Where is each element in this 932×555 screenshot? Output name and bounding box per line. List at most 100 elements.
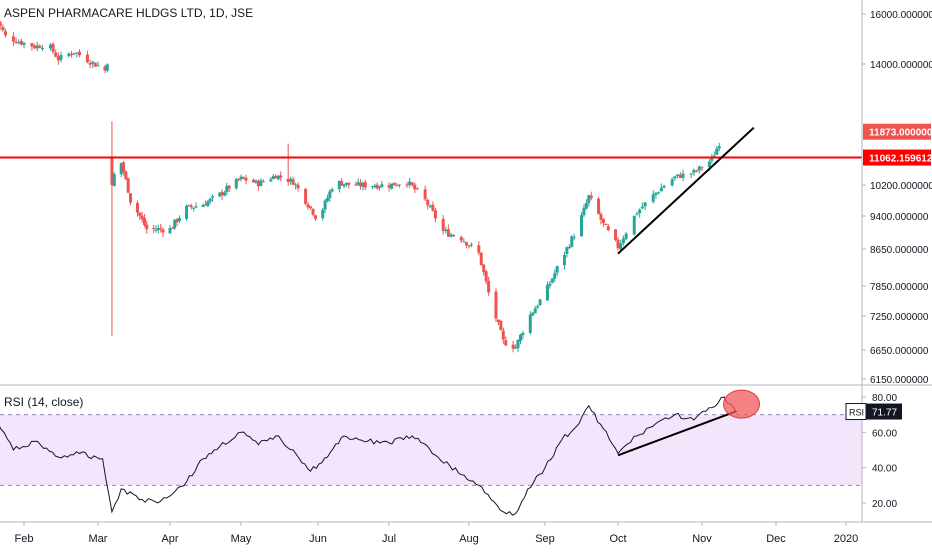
rsi-band — [0, 414, 862, 486]
candle-body — [361, 182, 365, 187]
candle-body — [344, 182, 348, 185]
candle-body — [469, 244, 473, 246]
time-tick-label: Feb — [15, 533, 34, 545]
candle-body — [580, 215, 583, 237]
candle-body — [601, 218, 605, 224]
time-tick-label: Sep — [535, 533, 555, 545]
candle-body — [695, 170, 699, 172]
rsi-value-tag: RSI 71.77 — [845, 403, 902, 421]
candle-body — [274, 176, 278, 179]
rsi-tick-label: 40.00 — [872, 464, 897, 475]
candle-body — [234, 179, 238, 189]
candle-body — [654, 192, 658, 195]
candle-body — [604, 223, 608, 226]
candle-body — [19, 40, 23, 45]
time-tick-label: Mar — [89, 533, 108, 545]
candle-body — [119, 162, 123, 175]
candle-body — [380, 184, 384, 188]
candle-body — [359, 182, 363, 187]
price-tick-label: 7250.000000 — [870, 312, 929, 323]
price-tick-label: 7850.000000 — [870, 282, 929, 293]
price-tick-label: 8650.000000 — [870, 245, 929, 256]
candle-body — [337, 181, 341, 189]
candle-body — [17, 42, 21, 44]
price-trendline[interactable] — [617, 126, 755, 255]
candle-body — [589, 195, 593, 199]
candle-body — [175, 219, 179, 223]
rsi-indicator-title[interactable]: RSI (14, close) — [4, 395, 84, 409]
candle-body — [405, 184, 409, 186]
candle-body — [433, 210, 437, 219]
candle-body — [135, 202, 139, 213]
candle-body — [38, 45, 42, 48]
candle-body — [555, 266, 559, 273]
time-tick-label: Apr — [161, 533, 178, 545]
candle-body — [550, 278, 554, 283]
candle-body — [707, 161, 711, 168]
candle-body — [289, 178, 293, 182]
price-tick-label: 10200.000000 — [870, 181, 932, 192]
candle-body — [459, 236, 463, 241]
candle-body — [673, 176, 677, 179]
candle-body — [464, 242, 468, 246]
candle-body — [124, 171, 128, 179]
candle-body — [562, 254, 566, 266]
candle-body — [413, 184, 417, 190]
candle-body — [11, 36, 15, 42]
candle-body — [105, 64, 109, 71]
candle-body — [218, 192, 222, 197]
candle-body — [340, 181, 344, 186]
candle-body — [621, 238, 625, 244]
rsi-trendline[interactable] — [617, 410, 737, 457]
candle-body — [697, 166, 701, 171]
candle-body — [567, 246, 571, 248]
candle-body — [710, 157, 714, 161]
candle-body — [91, 61, 95, 64]
candle-body — [251, 180, 255, 183]
candle-body — [511, 344, 515, 349]
candle-body — [678, 174, 682, 178]
candle-body — [78, 51, 81, 56]
candle-body — [715, 148, 719, 155]
candle-body — [254, 180, 258, 183]
candle-body — [56, 56, 60, 61]
candle-body — [657, 192, 661, 194]
candle-body — [545, 284, 549, 301]
candle-body — [514, 347, 518, 349]
candle-body — [35, 45, 39, 49]
candle-body — [271, 176, 275, 179]
candle-body — [431, 204, 435, 211]
candle-body — [304, 188, 308, 204]
candle-body — [599, 214, 603, 220]
time-tick-label: 2020 — [834, 533, 858, 545]
candle-body — [356, 182, 360, 185]
candle-body — [479, 252, 483, 266]
candle-body — [145, 224, 149, 230]
candle-body — [624, 233, 628, 240]
candle-body — [584, 202, 588, 209]
price-tick-label: 16000.000000 — [870, 10, 932, 21]
price-tick-label: 6150.000000 — [870, 375, 929, 386]
candle-body — [59, 55, 63, 60]
candle-body — [533, 308, 537, 314]
candle-body — [375, 184, 379, 189]
candle-body — [354, 184, 358, 186]
candle-body — [325, 197, 329, 202]
candle-body — [548, 283, 552, 286]
candle-body — [93, 62, 97, 67]
candle-body — [342, 184, 346, 187]
candle-body — [565, 247, 569, 254]
candle-body — [261, 181, 265, 183]
price-tag-label: 11062.159612 — [869, 154, 932, 165]
candle-body — [1, 26, 5, 31]
rsi-tick-label: 80.00 — [872, 393, 897, 404]
candle-body — [222, 192, 226, 196]
candle-body — [129, 193, 133, 203]
candle-body — [54, 52, 58, 57]
candle-body — [423, 189, 427, 200]
candle-body — [185, 206, 189, 219]
candle-body — [67, 53, 71, 57]
candle-body — [712, 155, 716, 158]
candle-body — [96, 65, 100, 67]
